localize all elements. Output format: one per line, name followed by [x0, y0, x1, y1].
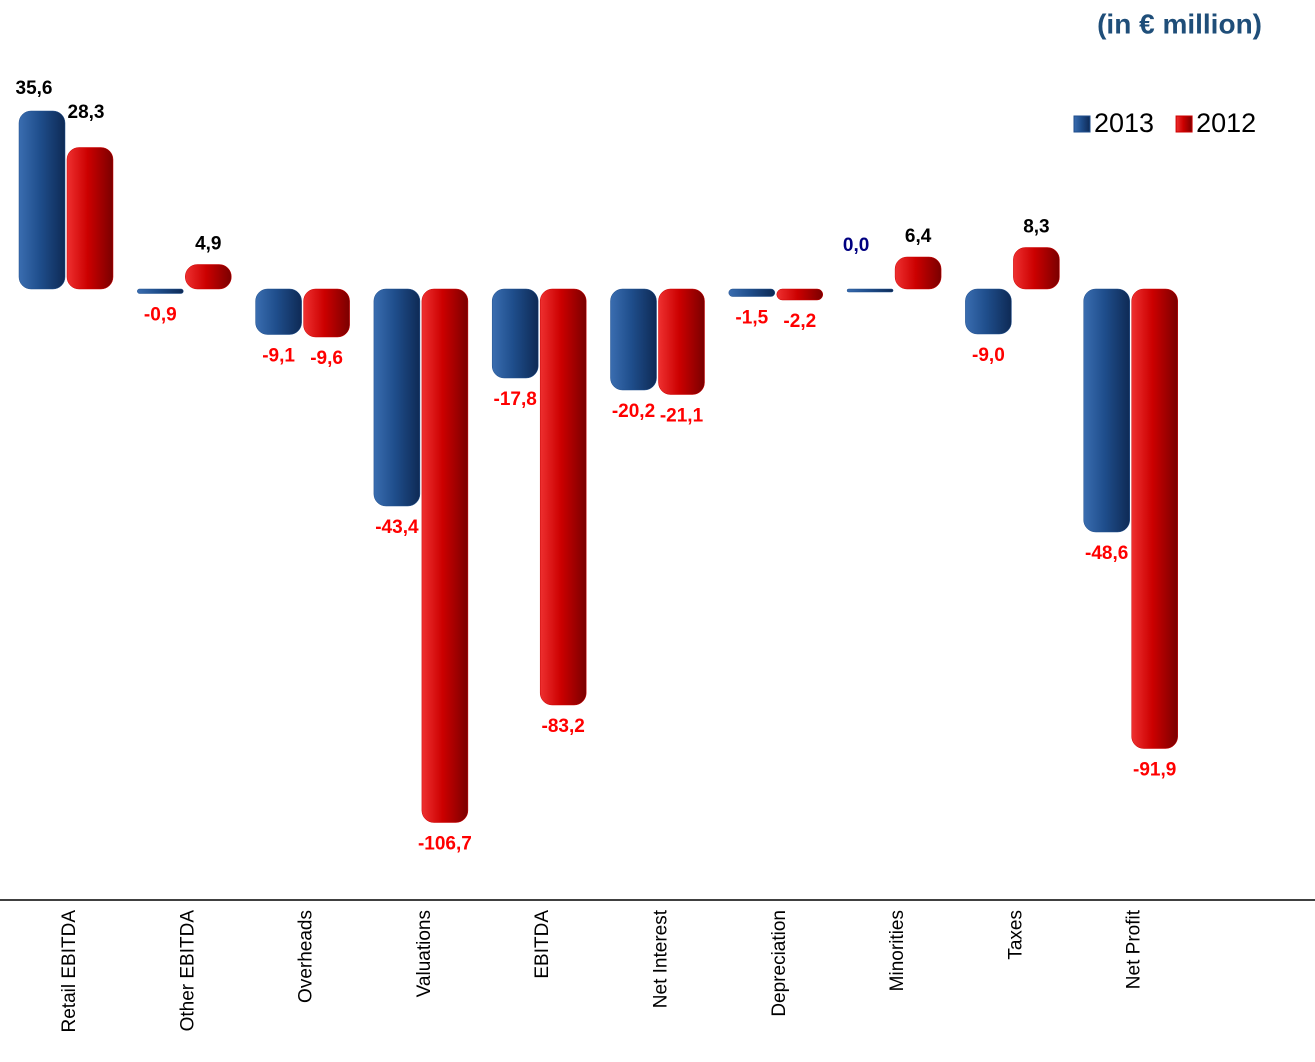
- x-tick-label: Overheads: [296, 910, 317, 1003]
- value-label: -106,7: [418, 834, 472, 855]
- bar: [658, 288, 705, 395]
- x-tick-label: Taxes: [1005, 910, 1026, 960]
- bar: [776, 288, 824, 301]
- legend-swatch: [1175, 115, 1193, 133]
- chart-subtitle: (in € million): [1097, 8, 1262, 39]
- bar: [1013, 247, 1060, 290]
- bar: [137, 288, 184, 294]
- value-label: -0,9: [144, 305, 177, 326]
- x-tick-label: Other EBITDA: [177, 910, 198, 1032]
- value-label: -9,1: [262, 346, 295, 367]
- bar: [491, 288, 539, 379]
- value-label: -83,2: [542, 716, 585, 737]
- bar: [728, 288, 776, 297]
- value-label: 6,4: [905, 226, 932, 247]
- value-label: -9,6: [310, 348, 343, 369]
- bar: [421, 288, 469, 823]
- bar: [373, 288, 421, 507]
- value-label: 0,0: [843, 235, 869, 256]
- value-label: -48,6: [1085, 543, 1128, 564]
- bar: [66, 147, 114, 290]
- x-tick-label: Retail EBITDA: [59, 910, 80, 1033]
- bar: [1083, 288, 1130, 533]
- value-label: -17,8: [494, 389, 537, 410]
- bar: [894, 256, 942, 290]
- bar: [185, 264, 232, 290]
- bar: [1131, 288, 1178, 749]
- bar: [255, 288, 302, 335]
- bar: [965, 288, 1012, 335]
- x-tick-label: EBITDA: [532, 910, 553, 979]
- x-tick-label: Minorities: [887, 910, 908, 991]
- bar: [610, 288, 657, 391]
- bar: [18, 110, 66, 290]
- value-label: -21,1: [660, 406, 704, 427]
- value-label: -43,4: [375, 517, 419, 538]
- value-label: -91,9: [1133, 760, 1176, 781]
- value-label: -20,2: [612, 401, 655, 422]
- value-label: -9,0: [972, 345, 1005, 366]
- value-label: -1,5: [735, 308, 768, 329]
- legend-label: 2013: [1094, 108, 1154, 138]
- value-label: 8,3: [1023, 217, 1049, 238]
- value-label: 4,9: [195, 234, 221, 255]
- value-label: -2,2: [783, 311, 816, 332]
- x-tick-label: Net Profit: [1124, 909, 1145, 989]
- x-tick-label: Net Interest: [651, 909, 672, 1008]
- legend-label: 2012: [1196, 108, 1256, 138]
- bar: [539, 288, 587, 706]
- x-tick-label: Valuations: [414, 910, 435, 997]
- bar: [846, 288, 894, 293]
- legend-swatch: [1073, 115, 1091, 133]
- value-label: 28,3: [68, 102, 105, 123]
- value-label: 35,6: [16, 78, 53, 99]
- bar: [303, 288, 350, 338]
- x-tick-label: Depreciation: [769, 910, 790, 1017]
